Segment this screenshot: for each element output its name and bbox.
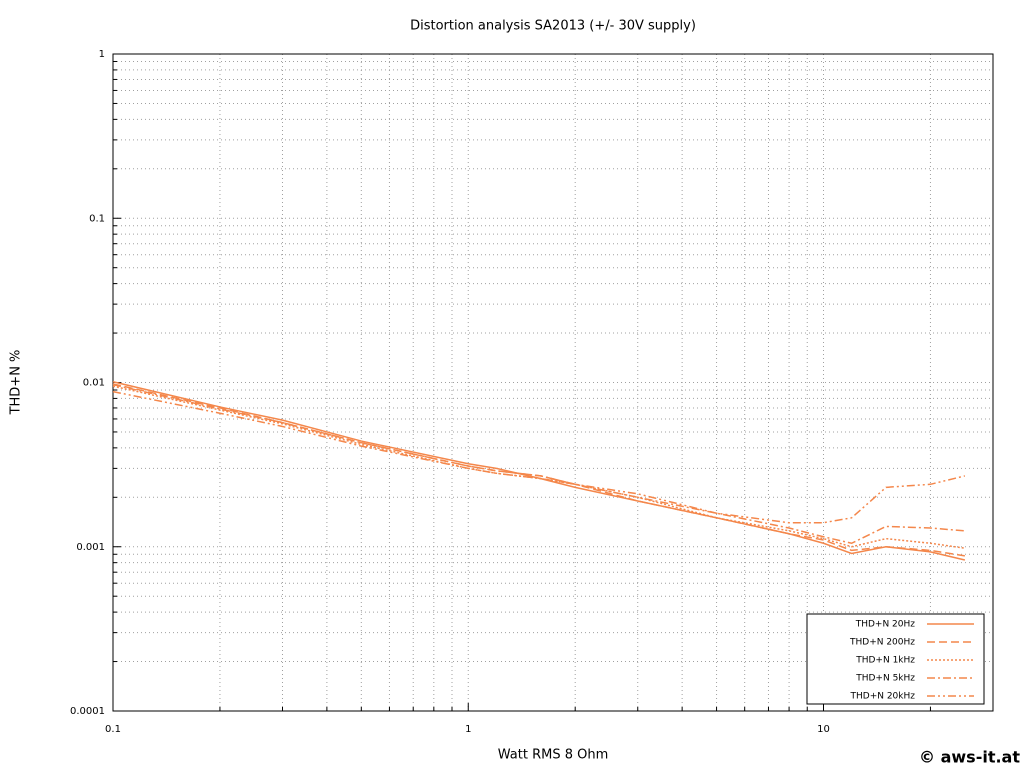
watermark: © aws-it.at — [919, 748, 1020, 767]
series-line — [112, 381, 966, 561]
series-line — [112, 383, 965, 545]
series-line — [112, 383, 965, 557]
series-line — [112, 385, 965, 549]
chart-title: Distortion analysis SA2013 (+/- 30V supp… — [410, 19, 696, 34]
x-tick-label: 0.1 — [105, 724, 121, 735]
y-axis-label: THD+N % — [9, 350, 24, 416]
legend-text: THD+N 20kHz — [850, 692, 916, 702]
legend-text: THD+N 1kHz — [855, 656, 915, 666]
legend-text: THD+N 20Hz — [855, 620, 916, 630]
legend-text: THD+N 200Hz — [849, 638, 915, 648]
y-tick-label: 1 — [99, 49, 105, 60]
series-line — [112, 390, 966, 524]
x-tick-label: 10 — [817, 724, 830, 735]
legend-text: THD+N 5kHz — [855, 674, 915, 684]
y-tick-label: 0.0001 — [70, 706, 105, 717]
y-tick-label: 0.1 — [89, 213, 105, 224]
x-tick-label: 1 — [465, 724, 471, 735]
y-tick-label: 0.01 — [83, 378, 105, 389]
x-axis-label: Watt RMS 8 Ohm — [498, 748, 609, 763]
y-tick-label: 0.001 — [76, 542, 105, 553]
legend-box — [806, 613, 985, 705]
